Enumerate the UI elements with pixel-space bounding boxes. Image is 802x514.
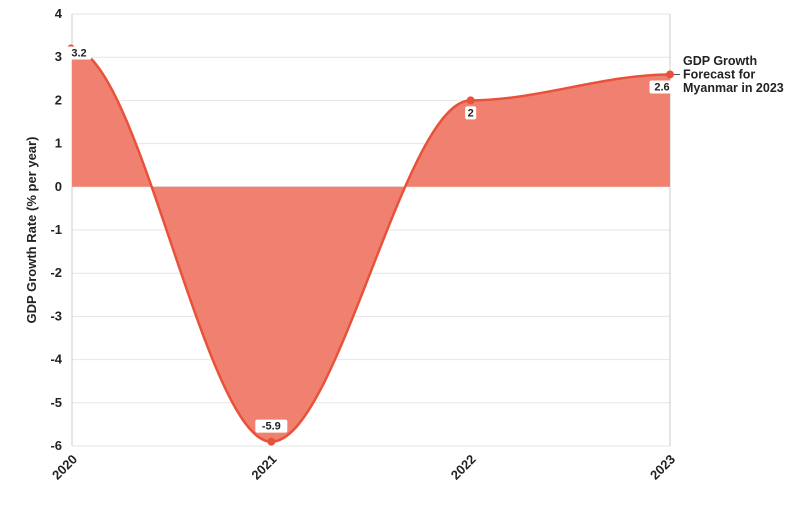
area-fill [72, 48, 670, 442]
y-tick-label: -6 [50, 438, 62, 453]
x-tick-label: 2022 [448, 452, 479, 483]
x-tick-label: 2020 [49, 452, 80, 483]
x-tick-label: 2023 [647, 452, 678, 483]
area-layer [71, 47, 671, 443]
data-point[interactable] [466, 96, 475, 105]
data-label-bg [66, 46, 92, 60]
y-tick-label: 2 [55, 92, 62, 107]
y-tick-label: -4 [50, 352, 62, 367]
data-label: -5.9 [262, 421, 281, 433]
data-point[interactable] [267, 437, 276, 446]
data-point[interactable] [666, 70, 674, 79]
series-label: GDP Growth Forecast for Myanmar in 2023 [674, 54, 784, 95]
data-label: 2 [468, 107, 474, 119]
x-tick-label: 2021 [248, 452, 279, 483]
data-label-bg [255, 419, 288, 433]
data-label-bg [465, 106, 477, 120]
series-line [71, 47, 671, 443]
data-label: 2.6 [654, 81, 669, 93]
data-label-bg [649, 80, 675, 94]
y-tick-label: -2 [50, 265, 62, 280]
y-tick-label: -5 [50, 395, 62, 410]
y-axis-label: GDP Growth Rate (% per year) [24, 137, 39, 324]
y-tick-label: 1 [55, 136, 62, 151]
x-tick-labels: 2020 2021 2022 2023 [49, 452, 678, 483]
y-tick-label: 0 [55, 179, 62, 194]
y-tick-label: -1 [50, 222, 62, 237]
y-tick-label: 4 [55, 6, 63, 21]
y-tick-label: -3 [50, 308, 62, 323]
y-tick-labels: 4 3 2 1 0 -1 -2 -3 -4 -5 -6 [50, 6, 62, 453]
series-name-label: GDP Growth Forecast for Myanmar in 2023 [683, 54, 784, 95]
points-layer: 3.2 -5.9 2 2.6 [66, 44, 675, 446]
data-label: 3.2 [71, 48, 86, 60]
y-tick-label: 3 [55, 49, 62, 64]
